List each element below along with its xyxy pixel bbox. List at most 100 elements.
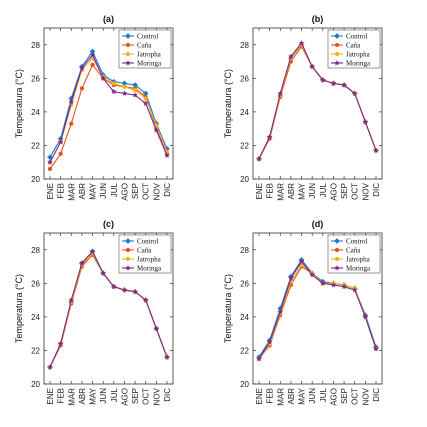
data-point [79, 86, 85, 91]
y-tick-label: 20 [31, 175, 40, 184]
y-tick-label: 24 [240, 313, 249, 322]
x-tick-label: MAY [89, 182, 98, 199]
legend-label: Caña [137, 247, 152, 255]
legend-swatch-marker [333, 59, 341, 66]
data-point [89, 51, 96, 58]
data-point [143, 96, 148, 101]
x-tick-label: ENE [255, 183, 264, 199]
series-line [49, 250, 168, 368]
x-tick-label: ENE [46, 388, 55, 404]
data-point [68, 296, 75, 303]
legend-swatch-marker [334, 256, 340, 262]
legend-swatch-marker [125, 238, 131, 244]
x-tick-label: JUN [308, 388, 317, 404]
x-tick-label: MAY [89, 387, 98, 404]
x-tick-label: DIC [163, 183, 172, 197]
legend-label: Caña [346, 247, 361, 255]
data-point [309, 63, 316, 70]
x-tick-label: SEP [340, 388, 349, 404]
legend-swatch-marker [125, 51, 131, 57]
plot-area-frame [43, 232, 174, 385]
data-point [110, 283, 117, 290]
data-point [372, 147, 380, 154]
chart-panel-4: (d) 20 22 24 26 28 Temperatura (°C) ENE FEB MAR AB… [223, 219, 383, 406]
data-point [341, 283, 348, 290]
data-point [46, 364, 54, 370]
y-tick-label: 28 [31, 246, 40, 255]
data-point [142, 296, 149, 303]
x-tick-label: AGO [329, 388, 338, 406]
y-tick-label: 22 [31, 346, 40, 355]
y-axis-label: Temperatura (°C) [223, 69, 233, 138]
series-line [258, 265, 377, 360]
data-point [58, 151, 63, 156]
y-tick-label: 22 [240, 141, 249, 150]
y-tick-label: 26 [240, 279, 249, 288]
data-point [57, 340, 64, 347]
panel-title: (b) [312, 14, 324, 24]
legend-label: Control [137, 238, 158, 246]
data-point [111, 81, 116, 86]
chart-panel-2: (b) 20 22 24 26 28 Temperatura (°C) ENE FEB MAR AB… [223, 14, 383, 201]
legend-swatch-marker [124, 59, 132, 66]
data-point [362, 118, 369, 125]
series-jatropha [47, 56, 170, 165]
x-tick-label: OCT [351, 388, 360, 405]
data-point [90, 62, 95, 68]
x-tick-label: JUL [110, 387, 119, 402]
y-tick-label: 26 [31, 74, 40, 83]
data-point [277, 90, 284, 97]
legend-label: Control [137, 33, 158, 41]
y-tick-label: 24 [31, 313, 40, 322]
chart-panel-3: (c) 20 22 24 26 28 Temperatura (°C) ENE FEB MAR AB… [14, 219, 174, 406]
y-tick-label: 24 [31, 108, 40, 117]
data-point [132, 91, 139, 98]
data-point [100, 75, 107, 81]
y-tick-label: 20 [31, 380, 40, 389]
data-point [121, 286, 128, 293]
y-tick-label: 22 [31, 141, 40, 150]
chart-panel-1: (a) 20 22 24 26 28 Temperatura (°C) ENE FEB MAR AB… [14, 14, 174, 201]
y-axis-label: Temperatura (°C) [14, 274, 24, 343]
legend-label: Control [346, 33, 367, 41]
panel-title: (c) [103, 219, 114, 229]
x-tick-label: AGO [329, 183, 338, 201]
data-point [142, 100, 149, 107]
y-tick-label: 28 [240, 246, 249, 255]
x-tick-label: MAR [67, 388, 76, 406]
x-tick-label: NOV [361, 182, 370, 200]
data-point [78, 65, 85, 71]
x-tick-label: ABR [287, 183, 296, 200]
x-tick-label: OCT [142, 388, 151, 405]
data-point [372, 345, 380, 352]
x-tick-label: NOV [152, 387, 161, 405]
x-tick-label: FEB [266, 388, 275, 404]
x-tick-label: SEP [131, 388, 140, 404]
data-point [362, 313, 369, 320]
x-tick-label: OCT [351, 183, 360, 200]
plot-area-frame [43, 27, 174, 180]
x-tick-label: SEP [340, 183, 349, 199]
plot-area-frame [252, 27, 383, 180]
data-point [78, 260, 85, 266]
series-line [258, 258, 377, 358]
data-point [153, 325, 160, 332]
legend-swatch-marker [334, 238, 340, 244]
x-tick-label: MAY [298, 182, 307, 199]
legend-label: Jatropha [346, 256, 371, 264]
legend-swatch-marker [334, 247, 340, 253]
x-tick-label: JUL [319, 182, 328, 197]
legend-swatch-marker [125, 247, 131, 253]
x-tick-label: FEB [266, 183, 275, 199]
y-tick-label: 22 [240, 346, 249, 355]
data-point [47, 166, 53, 172]
legend-label: Moringa [346, 265, 371, 273]
x-tick-label: DIC [372, 388, 381, 402]
legend-swatch-marker [334, 42, 340, 48]
data-point [110, 88, 117, 95]
y-tick-label: 26 [240, 74, 249, 83]
x-tick-label: SEP [131, 183, 140, 199]
